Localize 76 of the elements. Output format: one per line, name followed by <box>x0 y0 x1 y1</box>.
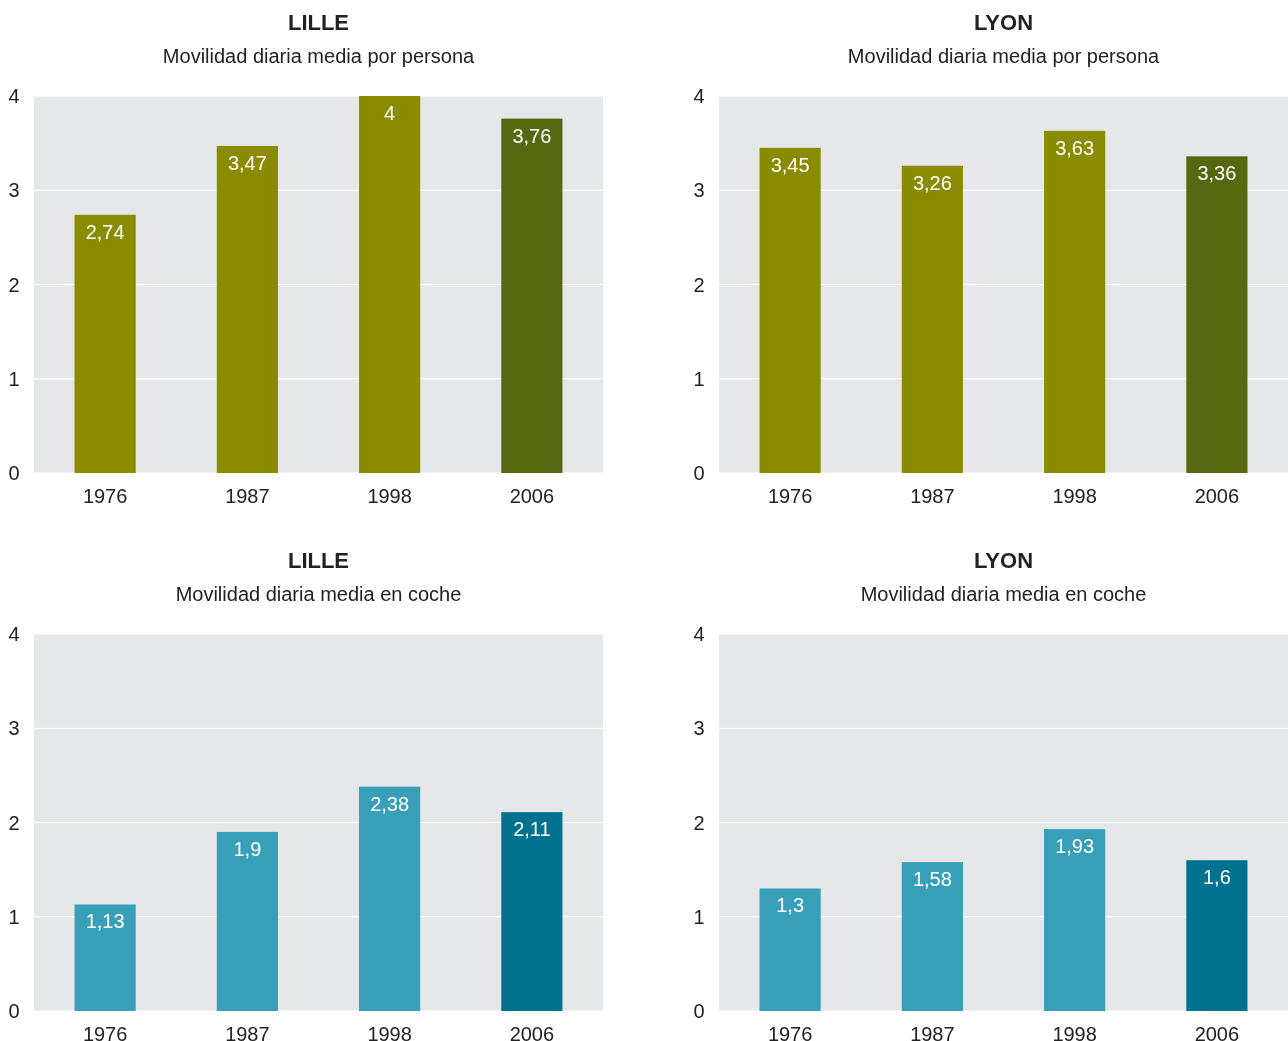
x-tick-label: 2006 <box>509 1023 555 1041</box>
y-tick-label: 2 <box>693 273 705 296</box>
y-tick-label: 3 <box>8 179 20 202</box>
chart-title: LYON <box>973 10 1034 35</box>
bar <box>359 786 421 1011</box>
data-label: 2,38 <box>370 792 410 815</box>
bar <box>216 145 278 473</box>
bar <box>759 888 821 1011</box>
bar <box>74 214 136 473</box>
y-tick-label: 2 <box>693 811 705 834</box>
y-tick-label: 4 <box>693 623 705 645</box>
y-tick-label: 3 <box>693 717 705 740</box>
y-tick-label: 3 <box>693 179 705 202</box>
y-tick-label: 0 <box>693 1000 705 1022</box>
x-tick-label: 1987 <box>225 485 270 507</box>
x-tick-label: 2006 <box>1194 485 1240 507</box>
y-tick-label: 0 <box>693 462 705 484</box>
chart-subtitle: Movilidad diaria media en coche <box>175 583 462 605</box>
bar <box>901 165 963 473</box>
chart-subtitle: Movilidad diaria media por persona <box>847 45 1161 67</box>
y-tick-label: 4 <box>8 623 20 645</box>
data-label: 3,36 <box>1197 162 1237 185</box>
y-tick-label: 4 <box>693 85 705 107</box>
bar <box>1044 829 1106 1011</box>
x-tick-label: 2006 <box>1194 1023 1240 1041</box>
data-label: 1,93 <box>1055 835 1095 858</box>
data-label: 2,74 <box>85 220 125 243</box>
y-tick-label: 4 <box>8 85 20 107</box>
data-label: 3,26 <box>912 171 952 194</box>
data-label: 3,76 <box>512 124 552 147</box>
y-tick-label: 2 <box>8 273 20 296</box>
y-tick-label: 0 <box>8 1000 20 1022</box>
bar <box>74 904 136 1011</box>
chart-title: LILLE <box>287 10 350 35</box>
x-tick-label: 1987 <box>910 485 955 507</box>
x-tick-label: 1987 <box>910 1023 955 1041</box>
bar <box>1186 860 1248 1011</box>
chart-subtitle: Movilidad diaria media por persona <box>162 45 476 67</box>
x-tick-label: 1998 <box>367 1023 412 1041</box>
data-label: 1,13 <box>85 910 125 933</box>
y-tick-label: 0 <box>8 462 20 484</box>
bar <box>359 96 421 473</box>
bar <box>901 862 963 1011</box>
y-tick-label: 3 <box>8 717 20 740</box>
chart-title: LYON <box>973 548 1034 573</box>
bar <box>216 831 278 1011</box>
y-tick-label: 1 <box>8 367 20 390</box>
chart-title: LILLE <box>287 548 350 573</box>
data-label: 1,3 <box>776 894 805 917</box>
data-label: 3,63 <box>1055 136 1095 159</box>
x-tick-label: 1987 <box>225 1023 270 1041</box>
data-label: 2,11 <box>513 818 551 841</box>
x-tick-label: 1976 <box>82 485 128 507</box>
data-label: 4 <box>384 102 396 124</box>
y-tick-label: 2 <box>8 811 20 834</box>
data-label: 1,9 <box>233 837 262 860</box>
x-tick-label: 1976 <box>767 485 813 507</box>
x-tick-label: 1976 <box>767 1023 813 1041</box>
y-tick-label: 1 <box>693 367 705 390</box>
data-label: 1,58 <box>912 868 952 891</box>
bar <box>759 147 821 473</box>
x-tick-label: 2006 <box>509 485 555 507</box>
x-tick-label: 1976 <box>82 1023 128 1041</box>
y-tick-label: 1 <box>8 905 20 928</box>
bar <box>1044 130 1106 473</box>
y-tick-label: 1 <box>693 905 705 928</box>
data-label: 1,6 <box>1202 866 1231 889</box>
data-label: 3,45 <box>770 153 810 176</box>
bar <box>501 812 563 1011</box>
bar <box>501 118 563 473</box>
bar <box>1186 156 1248 473</box>
data-label: 3,47 <box>227 151 267 174</box>
x-tick-label: 1998 <box>1052 1023 1097 1041</box>
x-tick-label: 1998 <box>367 485 412 507</box>
chart-subtitle: Movilidad diaria media en coche <box>860 583 1147 605</box>
x-tick-label: 1998 <box>1052 485 1097 507</box>
